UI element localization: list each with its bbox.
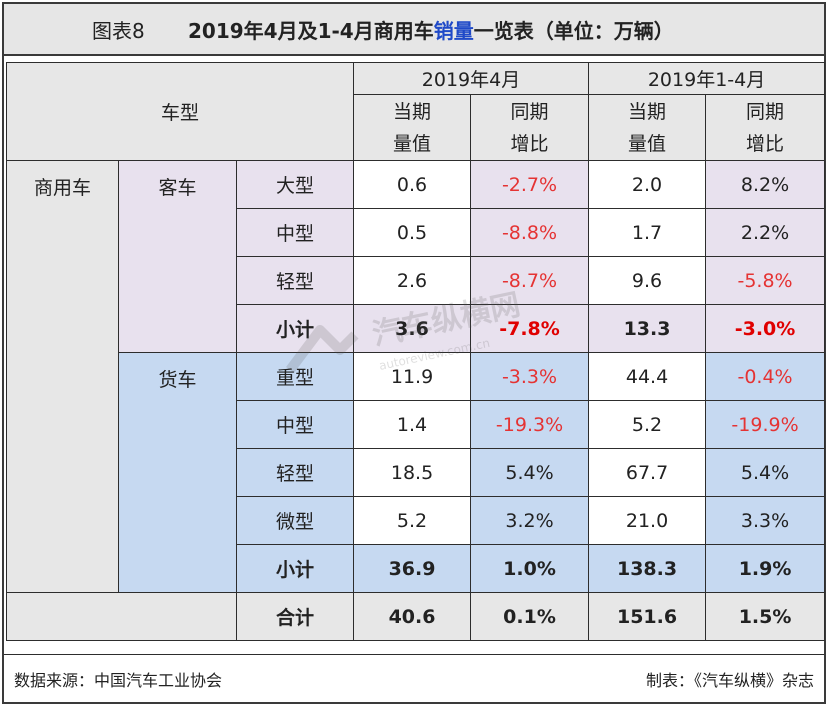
value-cell: 2.0 bbox=[588, 160, 707, 209]
growth-cell: 1.9% bbox=[705, 544, 826, 593]
growth-cell: -7.8% bbox=[470, 304, 590, 353]
subtotal-label: 小计 bbox=[235, 544, 355, 593]
growth-cell: -3.0% bbox=[705, 304, 826, 353]
header-model: 车型 bbox=[5, 62, 355, 161]
bus-group-cell: 客车 bbox=[118, 160, 237, 353]
value-cell: 21.0 bbox=[588, 496, 707, 545]
type-cell: 轻型 bbox=[235, 256, 355, 305]
truck-group-cell: 货车 bbox=[118, 352, 237, 593]
type-cell: 轻型 bbox=[235, 448, 355, 497]
value-cell: 1.7 bbox=[588, 208, 707, 257]
value-cell: 151.6 bbox=[588, 592, 707, 641]
growth-cell: 1.0% bbox=[470, 544, 590, 593]
value-cell: 0.6 bbox=[353, 160, 472, 209]
value-cell: 36.9 bbox=[353, 544, 472, 593]
value-cell: 13.3 bbox=[588, 304, 707, 353]
growth-cell: 3.2% bbox=[470, 496, 590, 545]
header-growth-line2: 增比 bbox=[510, 132, 549, 155]
header-value-line2: 量值 bbox=[628, 132, 667, 155]
header-growth-line2: 增比 bbox=[746, 132, 785, 155]
table-row: 货车 重型 11.9 -3.3% 44.4 -0.4% bbox=[7, 352, 826, 593]
title-text-after: 一览表（单位：万辆） bbox=[473, 18, 674, 43]
header-value-line1: 当期 bbox=[628, 100, 667, 123]
value-cell: 44.4 bbox=[588, 352, 707, 401]
growth-cell: 1.5% bbox=[705, 592, 826, 641]
growth-cell: -8.7% bbox=[470, 256, 590, 305]
growth-cell: 5.4% bbox=[705, 448, 826, 497]
table-row: 商用车 客车 大型 0.6 -2.7% 2.0 8.2% bbox=[6, 160, 826, 593]
header-value-line2: 量值 bbox=[393, 132, 432, 155]
growth-cell: -19.3% bbox=[470, 400, 590, 449]
source-text: 数据来源：中国汽车工业协会 bbox=[14, 670, 223, 690]
header-apr-growth: 同期 增比 bbox=[470, 94, 590, 161]
growth-cell: 5.4% bbox=[470, 448, 590, 497]
header-growth-line1: 同期 bbox=[510, 100, 549, 123]
header-ytd-value: 当期 量值 bbox=[588, 94, 707, 161]
sales-table: 车型 2019年4月 2019年1-4月 当期量值 同期增比 当期量值 同期增比… bbox=[5, 62, 826, 641]
value-cell: 9.6 bbox=[588, 256, 707, 305]
value-cell: 138.3 bbox=[588, 544, 707, 593]
maker-text: 制表：《汽车纵横》杂志 bbox=[645, 670, 814, 690]
growth-cell: -19.9% bbox=[705, 400, 826, 449]
subtotal-row: 小计 3.6 -7.8% 13.3 -3.0% bbox=[7, 304, 826, 353]
growth-cell: -5.8% bbox=[705, 256, 826, 305]
value-cell: 11.9 bbox=[353, 352, 472, 401]
header-growth-line1: 同期 bbox=[746, 100, 785, 123]
value-cell: 3.6 bbox=[353, 304, 472, 353]
title-highlight: 销量 bbox=[433, 18, 474, 43]
title-text-before: 2019年4月及1-4月商用车 bbox=[188, 18, 434, 43]
growth-cell: -8.8% bbox=[470, 208, 590, 257]
type-cell: 中型 bbox=[235, 400, 355, 449]
growth-cell: -0.4% bbox=[705, 352, 826, 401]
value-cell: 2.6 bbox=[353, 256, 472, 305]
growth-cell: 8.2% bbox=[705, 160, 826, 209]
footer: 数据来源：中国汽车工业协会 制表：《汽车纵横》杂志 bbox=[4, 654, 824, 702]
value-cell: 0.5 bbox=[353, 208, 472, 257]
type-cell: 微型 bbox=[235, 496, 355, 545]
type-cell: 重型 bbox=[235, 352, 355, 401]
table-row: 微型 5.2 3.2% 21.0 3.3% bbox=[7, 496, 826, 545]
growth-cell: 3.3% bbox=[705, 496, 826, 545]
title-bar: 图表8 2019年4月及1-4月商用车销量一览表（单位：万辆） bbox=[4, 4, 824, 56]
total-row: 合计 40.6 0.1% 151.6 1.5% bbox=[6, 592, 826, 641]
header-ytd-growth: 同期 增比 bbox=[705, 94, 826, 161]
table-row: 中型 0.5 -8.8% 1.7 2.2% bbox=[7, 208, 826, 257]
value-cell: 18.5 bbox=[353, 448, 472, 497]
header-period-apr: 2019年4月 bbox=[353, 62, 590, 95]
subtotal-label: 小计 bbox=[235, 304, 355, 353]
growth-cell: 2.2% bbox=[705, 208, 826, 257]
page-title: 2019年4月及1-4月商用车销量一览表（单位：万辆） bbox=[188, 15, 674, 44]
value-cell: 40.6 bbox=[353, 592, 472, 641]
value-cell: 5.2 bbox=[353, 496, 472, 545]
subtotal-row: 小计 36.9 1.0% 138.3 1.9% bbox=[7, 544, 826, 593]
table-row: 轻型 2.6 -8.7% 9.6 -5.8% bbox=[7, 256, 826, 305]
header-value-line1: 当期 bbox=[393, 100, 432, 123]
type-cell: 中型 bbox=[235, 208, 355, 257]
total-blank bbox=[6, 592, 237, 641]
growth-cell: -3.3% bbox=[470, 352, 590, 401]
growth-cell: -2.7% bbox=[470, 160, 590, 209]
value-cell: 67.7 bbox=[588, 448, 707, 497]
total-label: 合计 bbox=[235, 592, 355, 641]
type-cell: 大型 bbox=[235, 160, 355, 209]
table-row: 轻型 18.5 5.4% 67.7 5.4% bbox=[7, 448, 826, 497]
figure-label: 图表8 bbox=[92, 18, 145, 43]
header-apr-value: 当期 量值 bbox=[353, 94, 472, 161]
value-cell: 1.4 bbox=[353, 400, 472, 449]
category-cell: 商用车 bbox=[6, 160, 119, 593]
table-row: 中型 1.4 -19.3% 5.2 -19.9% bbox=[7, 400, 826, 449]
value-cell: 5.2 bbox=[588, 400, 707, 449]
growth-cell: 0.1% bbox=[470, 592, 590, 641]
header-period-ytd: 2019年1-4月 bbox=[588, 62, 826, 95]
